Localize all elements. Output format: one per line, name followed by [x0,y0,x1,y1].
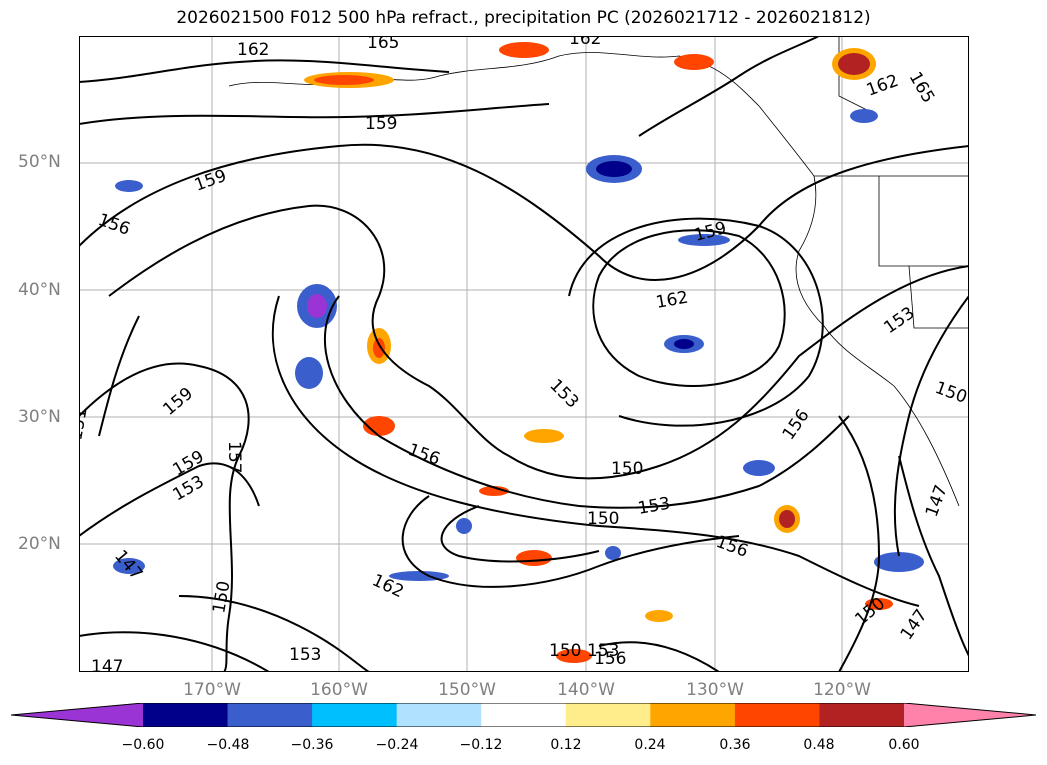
lat-label-50n: 50°N [18,152,61,172]
colorbar-tick: −0.60 [121,737,165,753]
contour-label: 157 [224,441,244,473]
colorbar-segment [312,703,398,727]
contour-label: 153 [170,472,208,506]
contour-label: 153 [636,494,671,519]
contour-label: 159 [365,114,397,134]
contour-label: 159 [170,447,208,481]
colorbar-tick: −0.36 [290,737,334,753]
colorbar-segment [396,703,482,727]
colorbar-tick: −0.12 [459,737,503,753]
colorbar-segments [143,703,905,727]
colorbar-segment [734,703,820,727]
colorbar-tick: 0.24 [634,737,666,753]
contour-label: 156 [405,440,442,470]
contour-label: 156 [779,406,814,444]
contour-label: 165 [905,69,939,107]
lon-label-160w: 160°W [310,680,368,700]
colorbar-tick: 0.60 [888,737,920,753]
contour-label: 162 [569,36,601,49]
contour-label: 162 [237,40,269,60]
contour-label: 162 [654,288,689,313]
lon-label-140w: 140°W [557,680,615,700]
contour-label: 153 [587,641,619,661]
colorbar-segment [819,703,905,727]
contour-label: 153 [289,645,321,665]
coastlines [228,36,969,507]
contour-label: 156 [95,210,132,240]
lat-label-30n: 30°N [18,407,61,427]
contour-label: 150 [587,509,619,529]
refractivity-contours [79,36,969,672]
chart-title: 2026021500 F012 500 hPa refract., precip… [176,8,871,28]
contour-label: 159 [159,384,197,420]
contour-label: 153 [545,375,582,412]
colorbar-tick: 0.12 [550,737,582,753]
contour-label: 150 [549,641,581,661]
colorbar-segment [227,703,313,727]
contour-label: 147 [897,606,932,644]
contour-label: 147 [91,657,123,672]
contour-label: 150 [932,378,969,408]
map-svg: 162 165 162 159 159 156 162 165 159 162 … [79,36,969,672]
colorbar-segment [143,703,229,727]
colorbar-tick: −0.48 [206,737,250,753]
colorbar-segment [650,703,736,727]
colorbar-extend-high [904,703,1036,727]
lon-label-170w: 170°W [183,680,241,700]
lat-label-20n: 20°N [18,534,61,554]
contour-label: 147 [110,546,146,584]
map-panel[interactable]: 162 165 162 159 159 156 162 165 159 162 … [79,36,969,672]
colorbar [11,703,1036,727]
precip-patches [113,42,924,663]
contour-label: 159 [192,166,229,196]
colorbar-tick: 0.48 [803,737,835,753]
colorbar-segment [565,703,651,727]
colorbar-extend-low [11,703,143,727]
lon-label-130w: 130°W [686,680,744,700]
colorbar-tick: −0.24 [375,737,419,753]
contour-label: 150 [611,459,643,479]
colorbar-tick: 0.36 [719,737,751,753]
lat-label-40n: 40°N [18,280,61,300]
contour-label: 156 [713,532,750,562]
graticule [79,36,969,672]
contour-label: 165 [367,36,399,53]
colorbar-segment [481,703,567,727]
lon-label-120w: 120°W [813,680,871,700]
lon-label-150w: 150°W [438,680,496,700]
contour-label: 156 [594,649,626,669]
contour-label: 151 [79,406,92,441]
contour-label: 147 [922,482,952,519]
